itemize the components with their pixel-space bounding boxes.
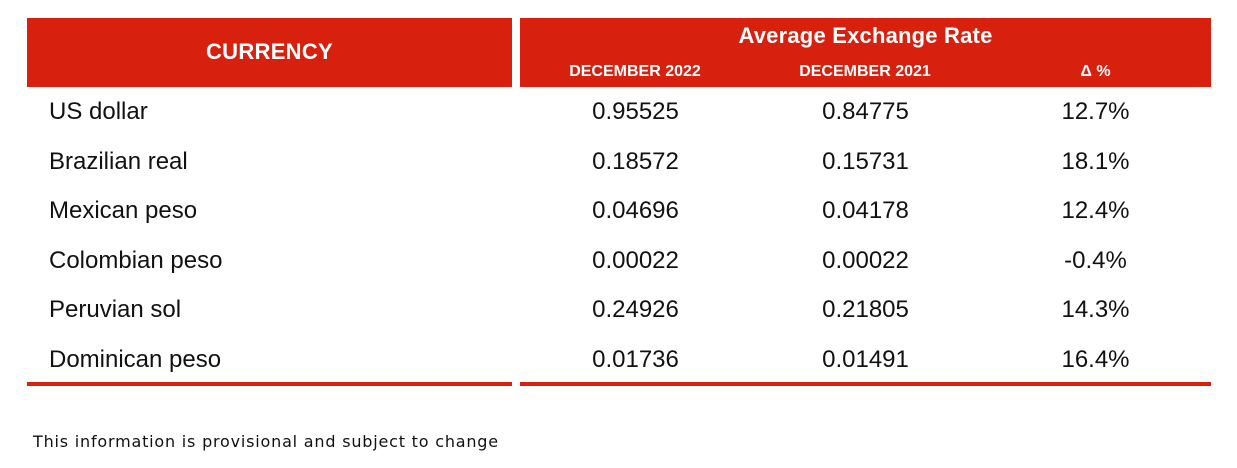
currency-header-cell: CURRENCY	[27, 18, 512, 87]
rate-december-2021: 0.01491	[822, 346, 909, 373]
rate-december-2021: 0.84775	[822, 98, 909, 125]
table-row: Mexican peso 0.04696 0.04178 12.4%	[0, 187, 1237, 237]
currency-name: Brazilian real	[49, 148, 188, 175]
column-header-december-2021: DECEMBER 2021	[799, 63, 931, 80]
currency-name: Colombian peso	[49, 247, 223, 274]
table-row: Peruvian sol 0.24926 0.21805 14.3%	[0, 286, 1237, 336]
rate-change-percent: 18.1%	[1061, 148, 1130, 175]
table-bottom-rule-right	[520, 382, 1211, 386]
currency-name: US dollar	[49, 98, 148, 125]
provisional-footnote: This information is provisional and subj…	[33, 432, 499, 451]
rate-december-2022: 0.24926	[592, 296, 679, 323]
rate-december-2021: 0.00022	[822, 247, 909, 274]
table-row: Colombian peso 0.00022 0.00022 -0.4%	[0, 237, 1237, 287]
currency-name: Peruvian sol	[49, 296, 182, 323]
rate-december-2022: 0.95525	[592, 98, 679, 125]
exchange-rate-header-cell: Average Exchange Rate DECEMBER 2022 DECE…	[520, 18, 1211, 87]
rate-change-percent: 16.4%	[1061, 346, 1130, 373]
column-header-december-2022: DECEMBER 2022	[569, 63, 701, 80]
rate-change-percent: 12.7%	[1061, 98, 1130, 125]
column-header-change-percent: Δ %	[1080, 63, 1111, 80]
currency-name: Dominican peso	[49, 346, 222, 373]
rate-december-2021: 0.15731	[822, 148, 909, 175]
currency-header: CURRENCY	[205, 39, 334, 64]
table-row: Brazilian real 0.18572 0.15731 18.1%	[0, 138, 1237, 188]
exchange-rate-group-header: Average Exchange Rate	[738, 23, 993, 48]
rate-december-2021: 0.04178	[822, 197, 909, 224]
rate-change-percent: -0.4%	[1064, 247, 1127, 274]
table-row: US dollar 0.95525 0.84775 12.7%	[0, 88, 1237, 138]
rate-december-2021: 0.21805	[822, 296, 909, 323]
rate-change-percent: 14.3%	[1061, 296, 1130, 323]
rate-change-percent: 12.4%	[1061, 197, 1130, 224]
rate-december-2022: 0.01736	[592, 346, 679, 373]
rate-december-2022: 0.04696	[592, 197, 679, 224]
rate-december-2022: 0.00022	[592, 247, 679, 274]
currency-name: Mexican peso	[49, 197, 198, 224]
table-bottom-rule-left	[27, 382, 512, 386]
table-row: Dominican peso 0.01736 0.01491 16.4%	[0, 336, 1237, 386]
rate-december-2022: 0.18572	[592, 148, 679, 175]
